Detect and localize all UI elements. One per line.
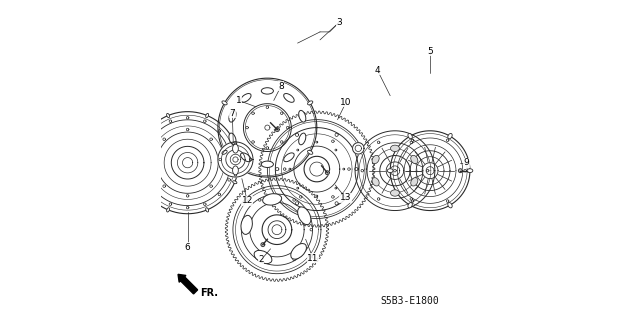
Ellipse shape [261, 161, 273, 167]
Text: 9: 9 [464, 158, 470, 167]
Ellipse shape [232, 144, 238, 153]
Ellipse shape [262, 194, 282, 205]
Ellipse shape [241, 215, 252, 234]
Ellipse shape [448, 133, 452, 139]
Ellipse shape [408, 203, 412, 208]
Ellipse shape [308, 101, 313, 105]
Polygon shape [261, 243, 265, 247]
Ellipse shape [241, 93, 251, 102]
Text: 8: 8 [278, 82, 284, 91]
Ellipse shape [372, 178, 379, 186]
Ellipse shape [291, 243, 307, 259]
Text: 3: 3 [336, 18, 342, 27]
Ellipse shape [241, 153, 251, 162]
Ellipse shape [390, 190, 399, 196]
Ellipse shape [138, 181, 143, 184]
Ellipse shape [232, 166, 238, 175]
Ellipse shape [448, 203, 452, 208]
Ellipse shape [284, 93, 294, 102]
Ellipse shape [229, 110, 236, 122]
Text: 10: 10 [340, 98, 352, 107]
Text: 1: 1 [236, 96, 241, 105]
Ellipse shape [166, 114, 170, 118]
Ellipse shape [299, 110, 306, 122]
Ellipse shape [233, 181, 237, 184]
Ellipse shape [284, 153, 294, 162]
Text: 6: 6 [185, 243, 191, 252]
Text: 4: 4 [374, 66, 380, 75]
Ellipse shape [138, 142, 143, 145]
Polygon shape [275, 128, 279, 131]
Ellipse shape [390, 145, 399, 152]
Ellipse shape [205, 114, 209, 118]
Ellipse shape [467, 169, 473, 173]
Text: 13: 13 [340, 193, 351, 202]
Text: 7: 7 [229, 109, 235, 118]
Polygon shape [218, 142, 253, 177]
Ellipse shape [298, 207, 311, 225]
Polygon shape [261, 113, 372, 225]
Polygon shape [353, 143, 364, 154]
Ellipse shape [222, 150, 227, 154]
FancyArrow shape [178, 274, 198, 294]
Polygon shape [136, 112, 239, 214]
Ellipse shape [411, 155, 418, 164]
Ellipse shape [372, 155, 379, 164]
Ellipse shape [299, 133, 306, 145]
Text: 2: 2 [258, 256, 264, 264]
Text: FR.: FR. [200, 288, 218, 299]
Polygon shape [227, 180, 326, 279]
Ellipse shape [308, 150, 313, 154]
Polygon shape [458, 169, 462, 173]
Text: 11: 11 [307, 254, 319, 263]
Ellipse shape [411, 178, 418, 186]
Ellipse shape [254, 250, 272, 263]
Text: S5B3-E1800: S5B3-E1800 [380, 296, 438, 307]
Ellipse shape [166, 208, 170, 212]
Text: 12: 12 [241, 197, 253, 205]
Ellipse shape [233, 142, 237, 145]
Ellipse shape [408, 133, 412, 139]
Polygon shape [325, 171, 329, 174]
Ellipse shape [205, 208, 209, 212]
Polygon shape [390, 131, 470, 211]
Text: 5: 5 [427, 47, 433, 56]
Ellipse shape [222, 101, 227, 105]
Ellipse shape [229, 133, 236, 145]
Polygon shape [218, 78, 317, 177]
Polygon shape [355, 131, 435, 211]
Ellipse shape [261, 88, 273, 94]
Ellipse shape [387, 169, 393, 173]
